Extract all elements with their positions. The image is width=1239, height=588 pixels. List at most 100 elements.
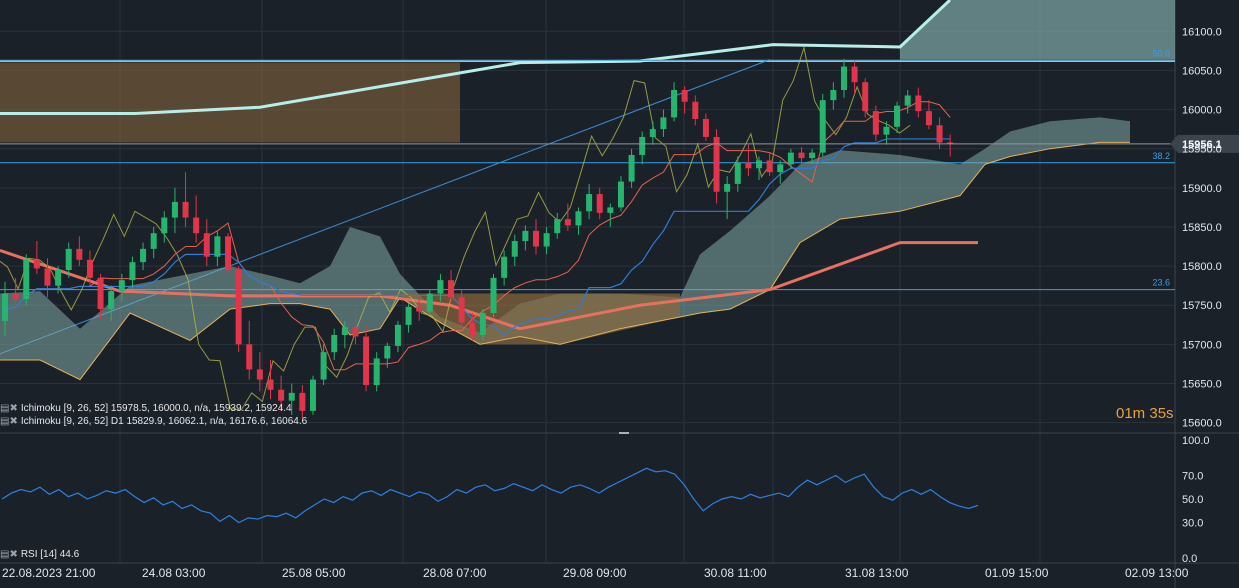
rsi-tick-label: 100.0 [1182, 435, 1210, 447]
rsi-tick-label: 30.0 [1182, 518, 1203, 530]
candle-body [649, 129, 656, 137]
rsi-legend[interactable]: ▤✖ RSI [14] 44.6 [0, 549, 79, 560]
candle-body [65, 248, 72, 270]
candle-body [246, 344, 253, 370]
candle-body [214, 236, 221, 257]
candle-body [278, 389, 285, 401]
candle-body [851, 66, 858, 83]
candle-body [915, 95, 922, 112]
candle-body [150, 233, 157, 249]
candle-body [12, 293, 19, 299]
d1-cloud-top [900, 0, 1175, 60]
candle-body [23, 259, 30, 299]
candle-body [947, 142, 954, 144]
candle-body [798, 152, 805, 159]
settings-icon[interactable]: ▤✖ [0, 403, 18, 414]
time-tick-label: 29.08 09:00 [563, 566, 627, 580]
candle-body [745, 162, 752, 169]
candle-body [108, 291, 115, 310]
d1-cloud-band [0, 62, 460, 143]
settings-icon[interactable]: ▤✖ [0, 549, 18, 560]
candle-body [756, 160, 763, 169]
candles [2, 58, 954, 419]
candle-body [819, 100, 826, 153]
price-tick-label: 15650.0 [1182, 378, 1222, 390]
price-tick-label: 16000.0 [1182, 105, 1222, 117]
candle-body [872, 111, 879, 135]
candle-body [331, 334, 338, 353]
candle-body [894, 105, 901, 127]
candle-body [724, 183, 731, 192]
price-tick-label: 16050.0 [1182, 65, 1222, 77]
candle-body [225, 236, 232, 270]
candle-body [129, 262, 136, 281]
candle-body [936, 125, 943, 143]
panel-resize-handle[interactable] [619, 432, 629, 434]
candle-body [309, 379, 316, 411]
ichimoku-legend-d1[interactable]: ▤✖ Ichimoku [9, 26, 52] D1 15829.9, 16062… [0, 416, 307, 427]
ichimoku-legend-h1[interactable]: ▤✖ Ichimoku [9, 26, 52] 15978.5, 16000.0,… [0, 403, 292, 414]
candle-body [203, 233, 210, 257]
candle-body [554, 219, 561, 234]
candle-body [33, 259, 40, 269]
candle-body [490, 277, 497, 314]
candle-body [299, 392, 306, 411]
price-tick-label: 15900.0 [1182, 183, 1222, 195]
rsi-tick-label: 0.0 [1182, 553, 1197, 565]
candle-body [341, 327, 348, 335]
candle-body [533, 230, 539, 247]
candle-body [617, 181, 624, 208]
time-tick-label: 30.08 11:00 [704, 566, 767, 580]
rsi-tick-label: 50.0 [1182, 494, 1203, 506]
candle-body [363, 336, 370, 386]
candle-body [288, 392, 295, 401]
candle-body [479, 313, 486, 335]
candle-body [437, 280, 444, 294]
time-tick-label: 31.08 13:00 [845, 566, 909, 580]
candle-body [809, 152, 816, 159]
price-tick-label: 15850.0 [1182, 222, 1222, 234]
fib-level-label: 23.6 [1152, 278, 1170, 288]
candle-body [596, 194, 603, 213]
time-tick-label: 25.08 05:00 [282, 566, 346, 580]
time-tick-label: 22.08.2023 21:00 [2, 566, 96, 580]
price-tick-label: 15750.0 [1182, 300, 1222, 312]
tenkan-sen-line [4, 101, 951, 371]
candle-body [97, 277, 104, 310]
candle-body [171, 201, 178, 218]
time-tick-label: 28.08 07:00 [423, 566, 487, 580]
candle-body [405, 306, 412, 325]
candle-body [235, 270, 242, 345]
candle-body [55, 270, 62, 286]
candle-body [320, 352, 327, 380]
senkou-b-line [0, 141, 1130, 381]
kijun-sen-line [4, 138, 951, 336]
candle-countdown: 01m 35s [1116, 405, 1174, 422]
chikou-line [0, 45, 911, 411]
candle-body [140, 248, 147, 263]
ichimoku-legend-h1-text: Ichimoku [9, 26, 52] 15978.5, 16000.0, n… [20, 403, 292, 414]
time-tick-label: 01.09 15:00 [985, 566, 1049, 580]
candle-body [830, 90, 837, 101]
candle-body [692, 101, 699, 119]
candle-body [2, 293, 8, 321]
candle-body [426, 293, 433, 312]
candle-body [267, 379, 274, 390]
rsi-line [1, 467, 979, 524]
settings-icon[interactable]: ▤✖ [0, 416, 18, 427]
ichimoku-legend-d1-text: Ichimoku [9, 26, 52] D1 15829.9, 16062.1… [20, 416, 308, 427]
candle-body [904, 95, 911, 106]
candle-body [501, 256, 508, 278]
candle-body [469, 322, 476, 335]
candle-body [458, 297, 465, 323]
ichimoku-cloud [0, 117, 1130, 380]
candle-body [681, 90, 688, 102]
fib-level-label: 38.2 [1152, 151, 1170, 161]
candle-body [564, 219, 571, 226]
candle-body [639, 136, 646, 155]
candle-body [373, 358, 380, 386]
candle-body [86, 259, 93, 278]
candle-body [607, 207, 614, 213]
